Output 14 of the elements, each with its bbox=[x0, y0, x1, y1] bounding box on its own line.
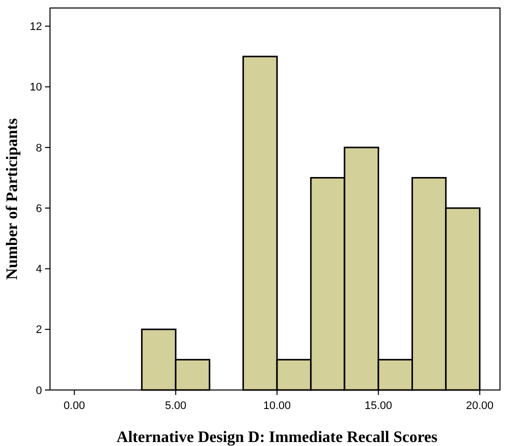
y-tick-label: 8 bbox=[36, 142, 42, 154]
x-tick-label: 0.00 bbox=[64, 400, 86, 412]
y-tick-label: 6 bbox=[36, 202, 42, 215]
y-tick-label: 2 bbox=[36, 324, 42, 336]
x-tick-label: 10.00 bbox=[263, 400, 291, 412]
y-tick-label: 0 bbox=[36, 384, 42, 397]
y-tick-label: 12 bbox=[30, 21, 42, 34]
x-tick-label: 20.00 bbox=[466, 400, 494, 412]
x-tick-label: 5.00 bbox=[164, 400, 186, 412]
y-tick-label: 10 bbox=[30, 82, 42, 94]
x-axis-title: Alternative Design D: Immediate Recall Scores bbox=[116, 429, 438, 446]
x-tick-label: 15.00 bbox=[364, 400, 392, 412]
y-axis-title: Number of Participants bbox=[4, 118, 21, 280]
y-tick-label: 4 bbox=[36, 264, 42, 276]
